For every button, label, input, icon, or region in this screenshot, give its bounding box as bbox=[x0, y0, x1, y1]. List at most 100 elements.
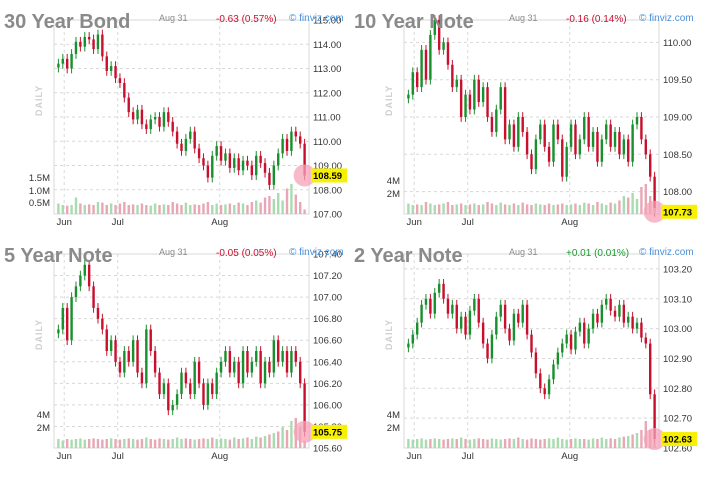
candle-body bbox=[246, 351, 249, 373]
chart-5-year-note[interactable]: 107.40 107.20 107.00 106.80 106.60 106.40 106.… bbox=[4, 240, 354, 476]
candle-body bbox=[114, 66, 117, 79]
candle-body bbox=[175, 131, 179, 144]
volume-bar bbox=[512, 439, 516, 448]
candle-body bbox=[109, 66, 113, 71]
x-tick-label: Aug bbox=[561, 217, 578, 228]
candle-body bbox=[57, 63, 60, 68]
candle-body bbox=[123, 83, 126, 98]
candle-body bbox=[446, 42, 450, 65]
volume-bar bbox=[442, 203, 445, 214]
volume-tick-label: 4M bbox=[387, 176, 400, 187]
volume-bar bbox=[534, 439, 538, 448]
volume-bar bbox=[136, 205, 139, 214]
candle-body bbox=[442, 283, 445, 299]
volume-bar bbox=[202, 203, 205, 214]
candle-body bbox=[618, 304, 621, 317]
volume-bar bbox=[92, 205, 95, 214]
candle-body bbox=[644, 337, 648, 344]
y-tick-label: 110.00 bbox=[663, 38, 691, 49]
volume-bar bbox=[219, 438, 223, 448]
candle-body bbox=[237, 361, 240, 384]
volume-bar bbox=[468, 204, 472, 214]
candle-body bbox=[224, 153, 227, 161]
chart-30-year-bond[interactable]: 115.00 114.00 113.00 112.00 111.00 110.00 109.… bbox=[4, 6, 354, 242]
volume-bar bbox=[92, 438, 95, 448]
volume-bar bbox=[202, 438, 205, 448]
candle-body bbox=[424, 49, 428, 80]
last-price-label: 108.59 bbox=[313, 171, 342, 182]
volume-bar bbox=[290, 421, 293, 448]
chart-svg: 110.00 109.50 109.00 108.50 108.00 Jun Jul Aug 4… bbox=[354, 11, 697, 228]
volume-bar bbox=[433, 205, 436, 214]
volume-bar bbox=[109, 203, 113, 214]
x-tick-label: Aug bbox=[561, 451, 578, 462]
candle-body bbox=[600, 304, 604, 323]
volume-bar bbox=[539, 204, 542, 214]
volume-bar bbox=[420, 438, 423, 448]
candle-body bbox=[92, 39, 95, 50]
chart-svg: 115.00 114.00 113.00 112.00 111.00 110.00 109.… bbox=[4, 11, 347, 228]
volume-bar bbox=[640, 187, 643, 214]
volume-bar bbox=[79, 438, 82, 448]
candle-body bbox=[57, 329, 60, 334]
candle-body bbox=[640, 117, 643, 140]
volume-bar bbox=[455, 204, 458, 214]
candle-body bbox=[189, 383, 192, 395]
volume-bar bbox=[259, 437, 262, 448]
chart-2-year-note[interactable]: 103.20 103.10 103.00 102.90 102.80 102.70 102.… bbox=[354, 240, 704, 476]
volume-bar bbox=[281, 200, 284, 214]
y-tick-label: 105.60 bbox=[313, 444, 342, 455]
candle-body bbox=[508, 124, 511, 140]
last-price-highlight bbox=[643, 200, 666, 223]
volume-bar bbox=[539, 439, 542, 448]
volume-bar bbox=[136, 439, 139, 448]
candle-body bbox=[644, 139, 648, 155]
volume-bar bbox=[65, 205, 69, 214]
volume-bar bbox=[468, 439, 472, 448]
candle-body bbox=[547, 379, 551, 395]
candle-body bbox=[561, 343, 564, 353]
volume-bar bbox=[596, 202, 599, 214]
y-tick-label: 102.60 bbox=[663, 444, 692, 455]
candle-body bbox=[202, 383, 205, 405]
y-tick-label: 106.00 bbox=[313, 400, 342, 411]
volume-bar bbox=[446, 439, 450, 448]
volume-bar bbox=[495, 205, 498, 214]
candle-body bbox=[622, 139, 626, 155]
candle-body bbox=[455, 79, 458, 88]
chart-change: +0.01 (0.01%) bbox=[566, 248, 629, 259]
candle-body bbox=[587, 117, 590, 147]
candle-body bbox=[420, 49, 423, 88]
volume-bar bbox=[424, 202, 428, 214]
chart-change: -0.16 (0.14%) bbox=[566, 14, 627, 25]
candle-body bbox=[583, 117, 586, 140]
volume-bar bbox=[228, 439, 232, 448]
volume-bar bbox=[233, 437, 236, 448]
candle-body bbox=[136, 109, 139, 120]
candle-body bbox=[490, 117, 494, 132]
y-tick-label: 107.40 bbox=[313, 250, 342, 261]
candle-body bbox=[79, 275, 82, 287]
x-tick-label: Jun bbox=[57, 451, 72, 462]
volume-bar bbox=[627, 436, 630, 448]
candle-body bbox=[437, 20, 441, 50]
last-price-label: 105.75 bbox=[313, 427, 343, 438]
candle-body bbox=[640, 322, 643, 338]
y-tick-label: 103.00 bbox=[663, 324, 692, 335]
volume-bar bbox=[530, 438, 533, 448]
volume-bar bbox=[162, 439, 166, 448]
volume-bar bbox=[490, 203, 494, 214]
last-price-label: 102.63 bbox=[663, 435, 692, 446]
chart-10-year-note[interactable]: 110.00 109.50 109.00 108.50 108.00 Jun Jul Aug 4… bbox=[354, 6, 704, 242]
volume-bar bbox=[407, 203, 410, 214]
volume-bar bbox=[517, 205, 520, 214]
volume-bar bbox=[631, 434, 634, 448]
volume-bar bbox=[442, 439, 445, 448]
volume-bar bbox=[57, 203, 60, 214]
candle-body bbox=[455, 304, 458, 329]
chart-svg: 103.20 103.10 103.00 102.90 102.80 102.70 102.… bbox=[354, 245, 697, 462]
candle-body bbox=[219, 146, 223, 161]
volume-bar bbox=[429, 203, 432, 214]
candle-body bbox=[197, 148, 201, 159]
chart-title: 5 Year Note bbox=[4, 245, 113, 267]
